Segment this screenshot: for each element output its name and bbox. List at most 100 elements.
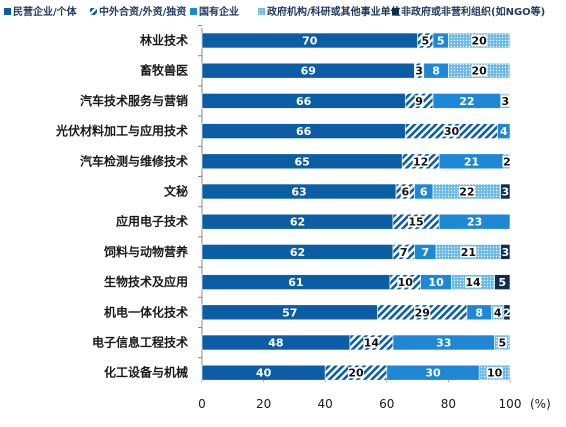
data-label: 3 [502,246,510,259]
data-label: 22 [459,186,474,199]
bar-segment [503,304,511,321]
data-label-bg [414,306,431,318]
data-label-bg [420,35,430,46]
data-label: 20 [472,35,488,48]
category-label: 饲料与动物营养 [103,244,188,259]
category-label: 文秘 [164,184,188,199]
data-label-bg [465,276,482,288]
data-label: 5 [437,35,445,48]
legend-swatch [392,8,399,15]
category-label: 应用电子技术 [116,214,188,229]
legend-label: 民营企业/个体 [13,5,78,18]
category-label: 汽车技术服务与营销 [80,93,188,108]
data-label-bg [412,155,429,167]
x-axis: 0 20 40 60 80 100 (%) [198,25,551,411]
data-label: 33 [436,337,451,350]
data-label: 21 [461,246,476,259]
category-label: 畜牧兽医 [140,63,188,78]
data-label-bg [460,246,477,258]
category-label: 电子信息工程技术 [92,335,188,350]
data-label: 66 [296,95,312,108]
data-label-bg [397,276,414,288]
data-label: 10 [398,276,414,289]
bar-segment [438,213,511,230]
data-label-bg [348,367,364,379]
data-label: 48 [268,337,283,350]
data-label: 63 [291,186,306,199]
data-label: 5 [421,35,429,48]
data-label: 69 [301,65,316,78]
data-label-bg [502,155,512,167]
data-label: 14 [465,276,481,289]
category-label: 汽车检测与维修技术 [80,153,188,168]
data-label: 8 [475,306,483,319]
data-label-bg [486,367,503,379]
x-tick-label: 100 [499,397,522,411]
data-label-bg [471,65,488,77]
data-label: 8 [432,65,440,78]
category-label: 林业技术 [140,33,188,48]
x-tick-label: 60 [379,397,394,411]
legend-swatch [190,8,197,15]
data-label: 10 [487,367,503,380]
data-label: 6 [420,186,428,199]
data-label: 5 [498,337,506,350]
data-label: 62 [290,216,305,229]
data-label: 61 [288,276,303,289]
legend-label: 政府机构/科研或其他事业单位 [267,5,401,18]
data-label-bg [363,337,380,348]
legend-swatch [4,8,11,15]
category-labels: 林业技术畜牧兽医汽车技术服务与营销光伏材料加工与应用技术汽车检测与维修技术文秘应… [55,33,188,380]
legend-swatch [90,8,97,15]
category-label: 机电一体化技术 [104,304,188,319]
data-label: 4 [494,306,502,319]
data-label: 22 [459,95,474,108]
legend-label: 中外合资/外资/独资 [99,5,186,18]
category-label: 光伏材料加工与应用技术 [55,123,188,138]
legend-label: 国有企业 [199,5,239,18]
data-label: 23 [467,216,482,229]
data-label: 5 [498,276,506,289]
data-label-bg [471,35,488,46]
data-label: 10 [428,276,444,289]
data-label-bg [458,186,475,197]
x-tick-label: 40 [318,397,333,411]
data-label: 65 [294,155,309,168]
data-label: 57 [282,306,297,319]
data-label: 7 [400,246,408,259]
data-label: 62 [290,246,305,259]
x-unit-label: (%) [530,397,551,411]
bar-segment [497,123,511,139]
legend: 民营企业/个体 中外合资/外资/独资 国有企业 政府机构/科研或其他事业单位 非政府或非… [4,5,545,18]
data-label: 3 [502,186,510,199]
data-label: 21 [464,155,479,168]
category-label: 化工设备与机械 [104,365,188,380]
legend-label: 非政府或非营利组织(如NGO等) [401,5,545,18]
data-label-bg [399,246,409,258]
data-label: 70 [302,35,318,48]
data-label: 2 [503,306,511,319]
data-label-bg [500,95,510,107]
x-tick-label: 0 [198,397,206,411]
data-label: 2 [503,155,511,168]
data-label: 40 [256,367,272,380]
data-label: 29 [415,306,430,319]
data-label-bg [414,65,424,77]
bar-segment [500,183,511,200]
data-label-bg [443,125,460,137]
data-label: 6 [401,186,409,199]
data-label: 66 [296,125,312,138]
category-label: 生物技术及应用 [104,274,188,289]
data-label-bg [408,216,425,228]
bar-segment [500,244,511,260]
x-tick-label: 80 [441,397,456,411]
data-label: 3 [415,65,423,78]
data-label: 30 [425,367,441,380]
data-label-bg [400,186,410,197]
x-tick-label: 20 [256,397,271,411]
bar-segment [494,274,511,290]
data-label: 20 [348,367,364,380]
data-label: 7 [421,246,429,259]
data-label: 30 [444,125,460,138]
